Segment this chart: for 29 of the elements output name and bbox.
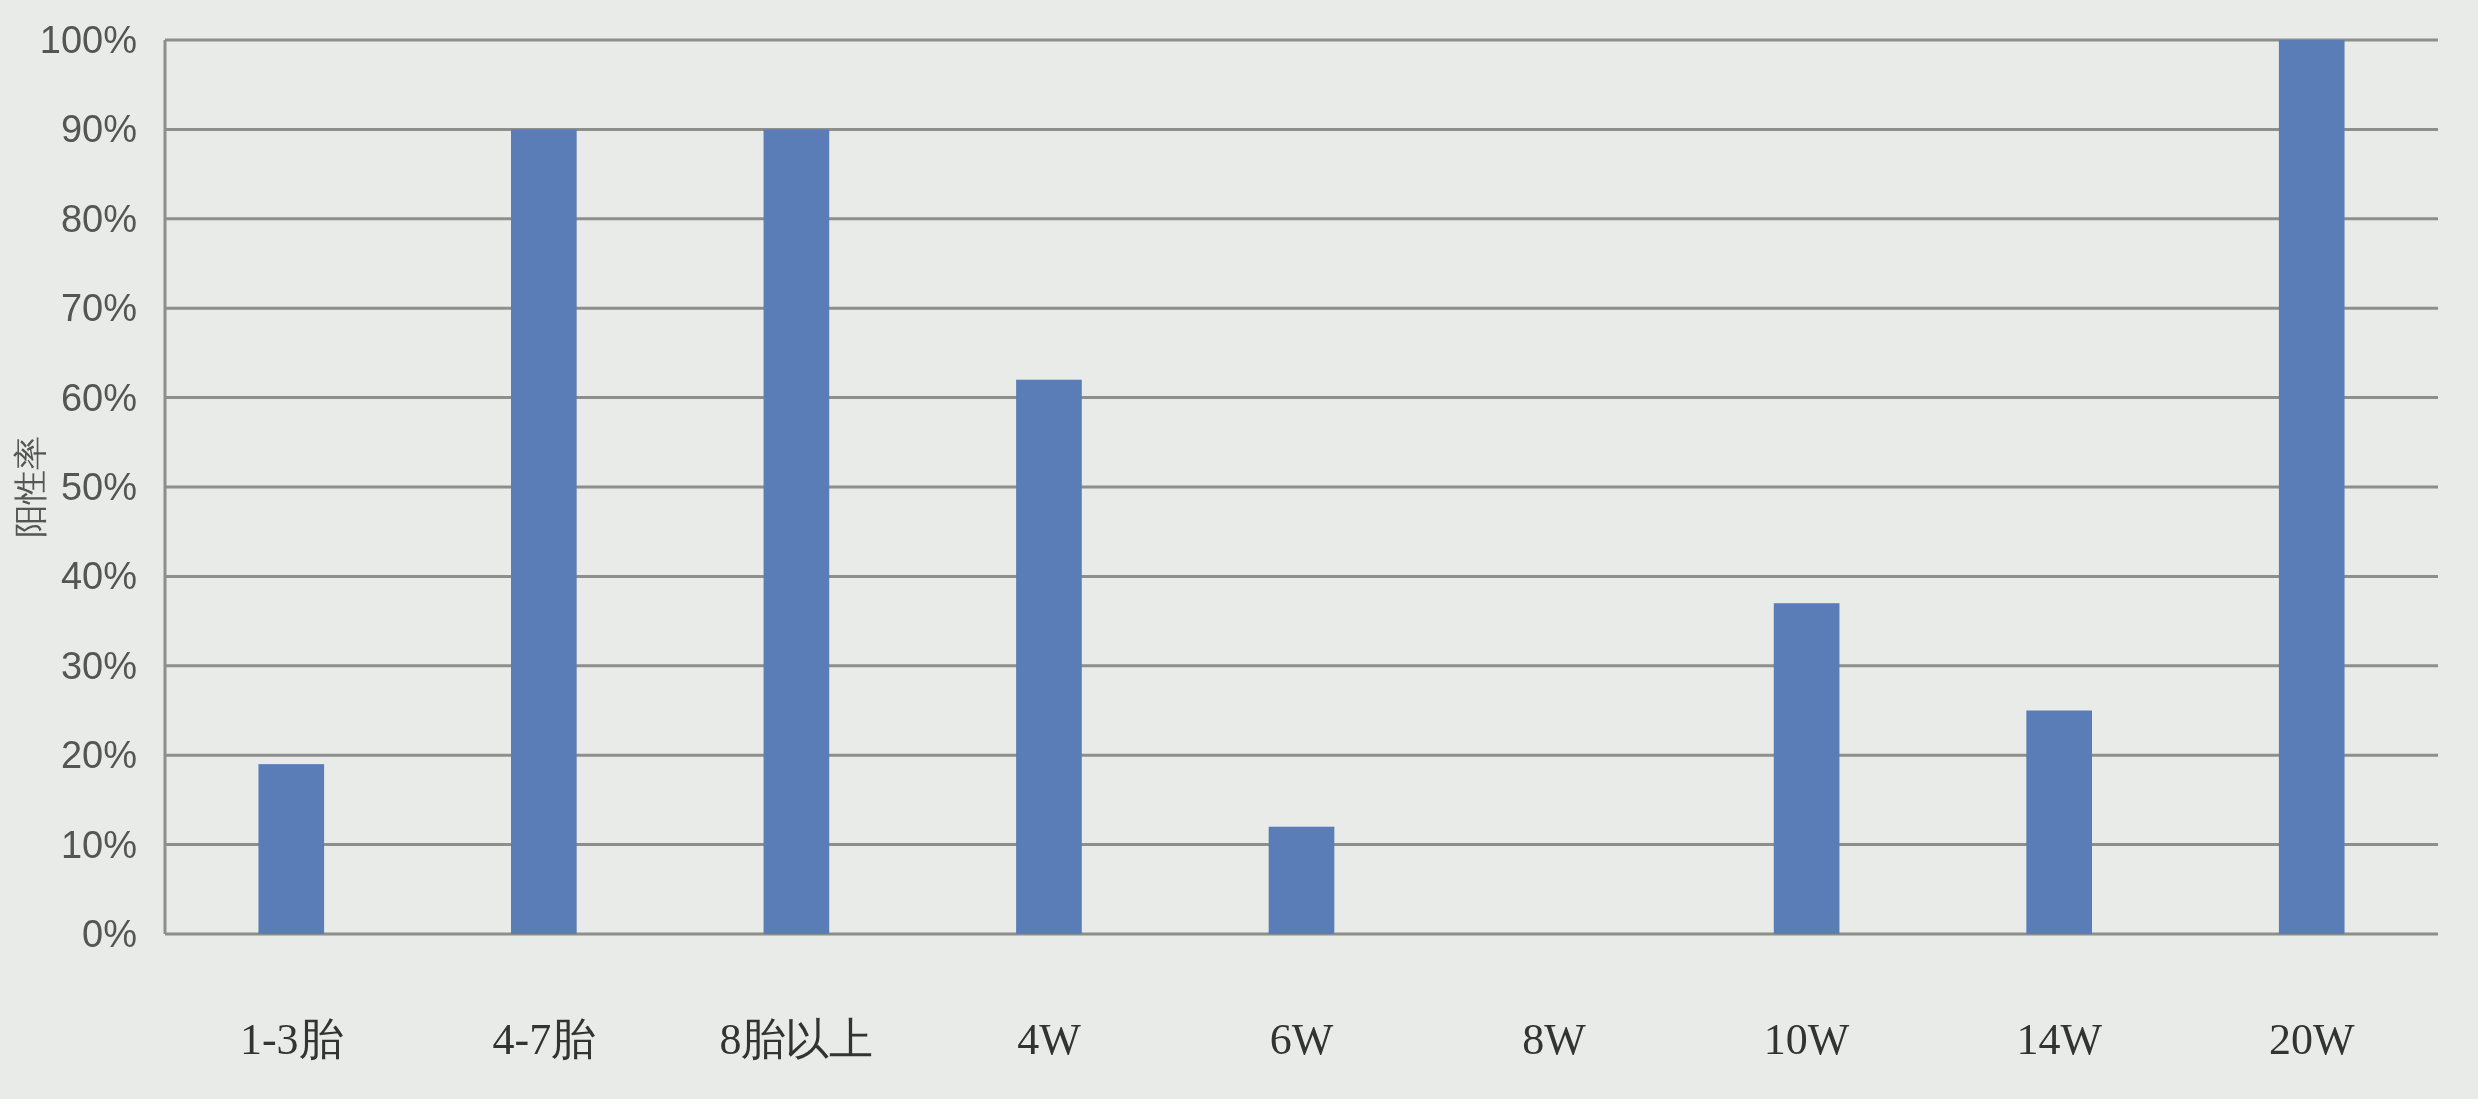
- bar: [258, 764, 325, 934]
- y-tick-label: 10%: [60, 823, 137, 866]
- x-tick-label: 1-3胎: [239, 1014, 343, 1064]
- bar: [1773, 603, 1840, 934]
- bar: [2026, 710, 2092, 934]
- x-tick-label: 8胎以上: [719, 1014, 874, 1064]
- y-tick-label: 80%: [60, 197, 137, 240]
- y-tick-label: 100%: [39, 19, 137, 61]
- bar: [511, 129, 577, 934]
- y-tick-label: 60%: [60, 376, 137, 419]
- bar: [763, 129, 830, 934]
- bar: [1016, 379, 1082, 934]
- y-tick-label: 20%: [60, 734, 137, 777]
- y-tick-label: 90%: [60, 108, 137, 151]
- x-tick-label: 4W: [1017, 1014, 1082, 1064]
- bar: [1268, 826, 1335, 934]
- x-tick-label: 10W: [1763, 1014, 1850, 1064]
- x-tick-label: 6W: [1269, 1014, 1334, 1064]
- x-tick-label: 4-7胎: [492, 1014, 596, 1064]
- y-tick-label: 0%: [82, 913, 137, 955]
- y-tick-label: 30%: [60, 644, 137, 687]
- x-tick-label: 14W: [2016, 1014, 2103, 1064]
- bar: [2278, 40, 2345, 934]
- y-tick-label: 40%: [60, 555, 137, 598]
- y-axis-title: 阳性率: [11, 436, 49, 538]
- y-tick-label: 70%: [60, 287, 137, 330]
- x-tick-label: 20W: [2268, 1014, 2355, 1064]
- x-tick-label: 8W: [1522, 1014, 1587, 1064]
- y-tick-label: 50%: [60, 466, 137, 508]
